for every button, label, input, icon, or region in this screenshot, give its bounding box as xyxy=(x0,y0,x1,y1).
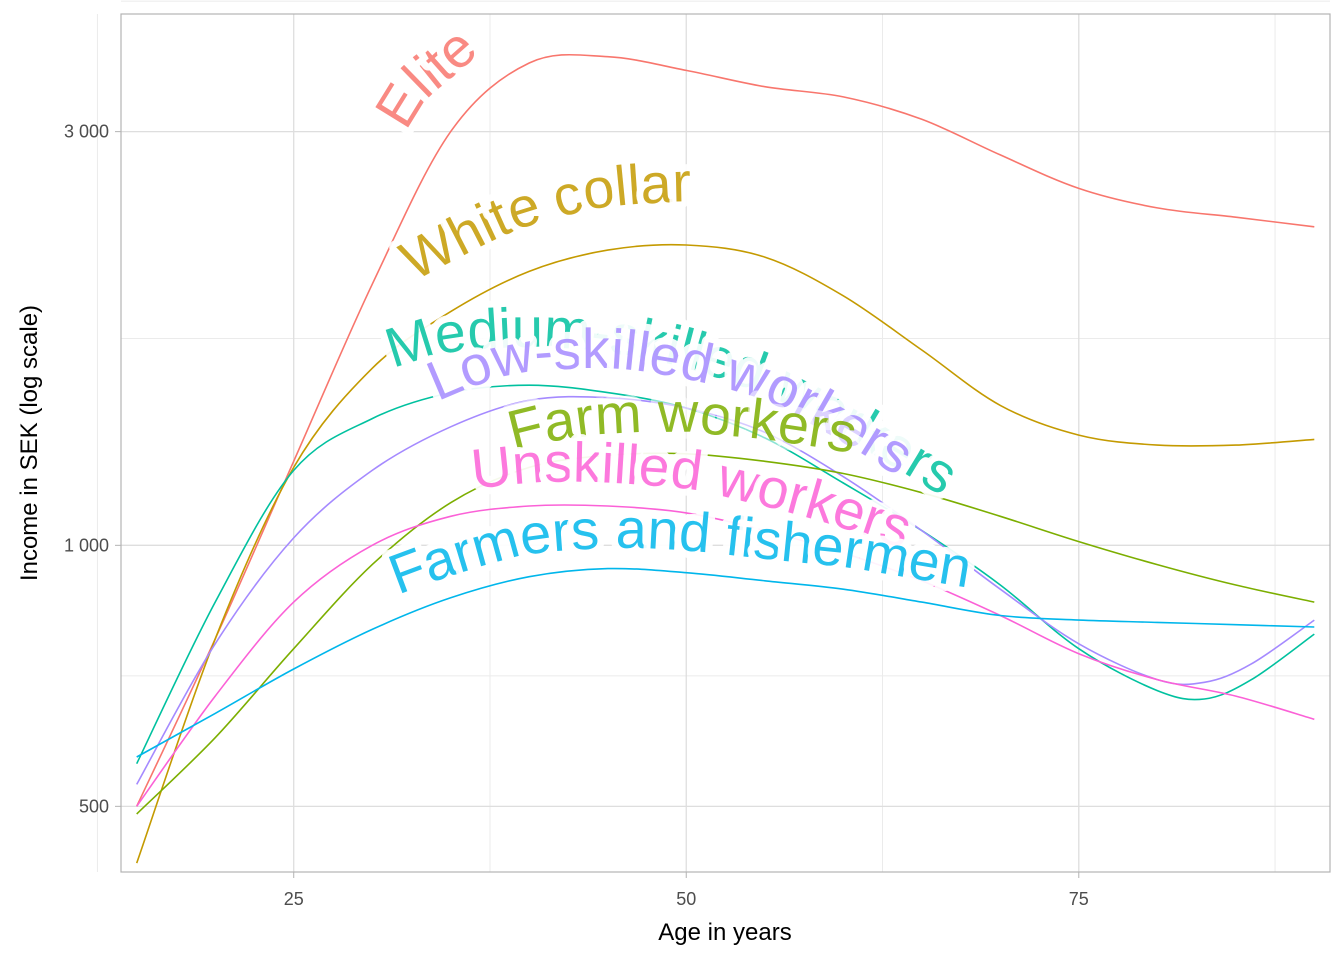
series-line xyxy=(135,53,1315,807)
major-gridlines xyxy=(121,14,1330,872)
minor-gridlines xyxy=(96,0,1330,872)
curve-label-textpath: White collar xyxy=(383,143,698,299)
curve-label: Elite xyxy=(355,8,495,145)
x-tick-label: 50 xyxy=(676,889,696,909)
series-lines xyxy=(135,53,1315,864)
curve-label-text: White collar xyxy=(390,150,691,292)
x-axis-ticks: 25 50 75 xyxy=(284,872,1089,909)
series-line xyxy=(136,567,1315,758)
y-axis-title: Income in SEK (log scale) xyxy=(16,305,43,581)
y-tick-label: 3 000 xyxy=(64,122,109,142)
series-line xyxy=(136,452,1315,815)
curve-label-text: Elite xyxy=(362,15,488,138)
curve-label: White collar xyxy=(383,143,698,299)
x-tick-label: 75 xyxy=(1069,889,1089,909)
curve-label-textpath: Elite xyxy=(355,8,495,145)
x-axis-title: Age in years xyxy=(658,919,791,946)
y-tick-label: 500 xyxy=(79,796,109,816)
series-line xyxy=(136,504,1315,807)
y-tick-label: 1 000 xyxy=(64,535,109,555)
series-line xyxy=(135,243,1315,864)
y-axis-ticks: 500 1 000 3 000 xyxy=(64,122,121,816)
x-tick-label: 25 xyxy=(284,889,304,909)
plot-panel-border xyxy=(120,13,1331,873)
series-line xyxy=(135,384,1315,765)
